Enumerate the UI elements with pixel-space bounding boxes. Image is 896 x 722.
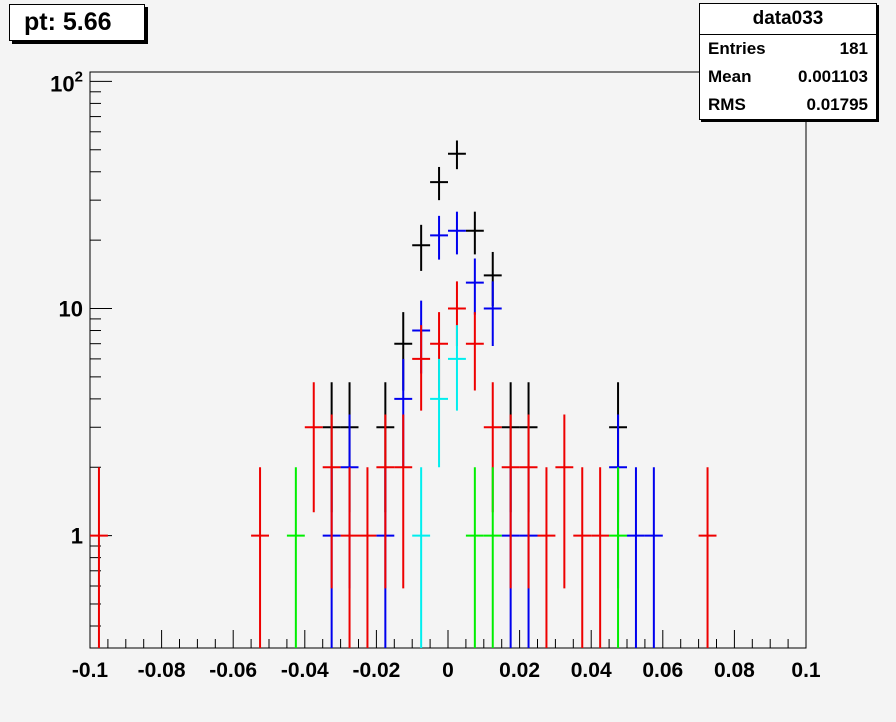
stats-box: data033 Entries 181 Mean 0.001103 RMS 0.…: [699, 3, 877, 120]
data-point: [322, 414, 341, 589]
data-point: [358, 467, 377, 648]
data-point: [483, 281, 502, 347]
x-tick-label: 0.04: [571, 659, 612, 682]
x-tick-label: -0.02: [352, 659, 400, 682]
data-point: [465, 467, 484, 648]
stats-label: Entries: [708, 39, 766, 58]
data-point: [573, 467, 592, 648]
x-tick-label: 0.06: [642, 659, 683, 682]
data-point: [412, 325, 431, 411]
stats-label: RMS: [708, 95, 746, 114]
data-point: [501, 414, 520, 589]
data-point: [644, 467, 663, 648]
stats-title: data033: [700, 4, 876, 35]
data-point: [430, 166, 448, 201]
stats-row-mean: Mean 0.001103: [700, 63, 876, 91]
data-point: [609, 467, 627, 648]
x-tick-label: -0.08: [138, 659, 186, 682]
data-point: [286, 467, 305, 648]
stats-row-rms: RMS 0.01795: [700, 91, 876, 119]
x-tick-label: -0.04: [281, 659, 329, 682]
stats-row-entries: Entries 181: [700, 35, 876, 63]
x-tick-label: -0.06: [209, 659, 257, 682]
data-point: [412, 467, 431, 648]
data-point: [394, 414, 413, 589]
stats-value: 181: [839, 39, 868, 58]
plot-title-text: pt: 5.66: [24, 8, 112, 36]
x-tick-label: 0.1: [791, 659, 821, 682]
data-point: [448, 140, 466, 170]
data-point: [430, 358, 448, 468]
data-point: [251, 467, 269, 648]
data-point: [304, 382, 323, 513]
stats-value: 0.01795: [806, 95, 868, 114]
data-point: [90, 467, 108, 648]
data-point: [465, 312, 484, 391]
y-tick-label: 10: [59, 297, 83, 322]
data-point: [412, 224, 431, 271]
data-point: [465, 211, 484, 255]
stats-value: 0.001103: [798, 67, 868, 86]
plot-title: pt: 5.66: [9, 4, 145, 41]
data-point: [376, 414, 395, 589]
data-point: [627, 467, 645, 648]
data-point: [448, 211, 466, 255]
y-tick-label: 102: [50, 68, 83, 96]
data-point: [483, 467, 502, 648]
stats-label: Mean: [708, 67, 752, 86]
data-point: [448, 325, 466, 411]
data-point: [555, 414, 574, 589]
data-point: [591, 467, 610, 648]
data-point: [698, 467, 717, 648]
y-tick-label: 1: [71, 524, 83, 549]
data-point: [430, 215, 448, 260]
axes: -0.1 -0.08 -0.06 -0.04 -0.02 0 0.02 0.04 0.06 0.0…: [50, 68, 821, 682]
data-marks: [90, 140, 717, 648]
x-tick-label: 0: [442, 659, 454, 682]
plot-frame: [89, 71, 807, 649]
data-point: [537, 467, 556, 648]
x-tick-label: -0.1: [72, 659, 109, 682]
data-point: [465, 258, 484, 315]
x-tick-label: 0.08: [714, 659, 755, 682]
x-tick-label: 0.02: [499, 659, 540, 682]
data-point: [340, 467, 359, 648]
data-point: [519, 414, 538, 589]
